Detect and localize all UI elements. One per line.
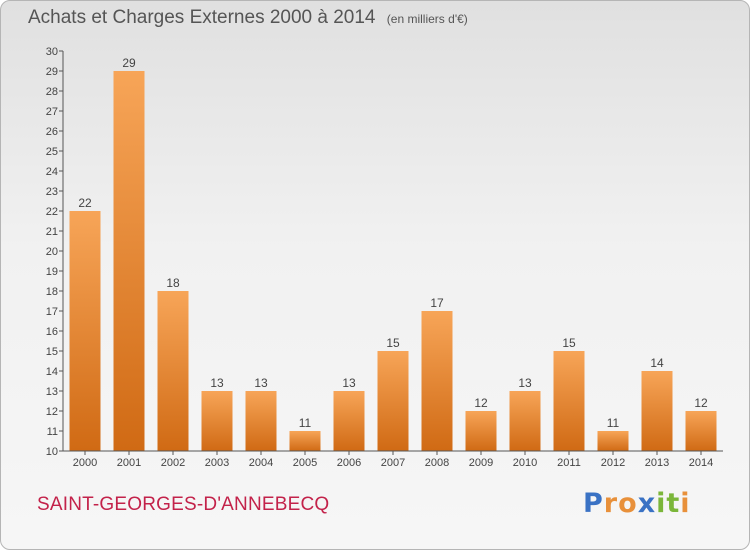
y-tick-label: 25 <box>46 146 58 158</box>
bar-value-label: 18 <box>166 276 180 290</box>
y-tick-label: 16 <box>46 326 58 338</box>
x-tick-label: 2009 <box>469 457 493 469</box>
logo-letter: x <box>637 488 657 519</box>
bar-value-label: 13 <box>210 376 224 390</box>
bar-value-label: 12 <box>474 396 488 410</box>
logo-letter: r <box>603 488 619 519</box>
bar-value-label: 15 <box>386 336 400 350</box>
bar-value-label: 17 <box>430 296 444 310</box>
bar-value-label: 22 <box>78 196 92 210</box>
bar-value-label: 13 <box>254 376 268 390</box>
y-tick-label: 12 <box>46 406 58 418</box>
bar-2003 <box>201 391 233 451</box>
bar-value-label: 11 <box>299 416 312 430</box>
commune-name: SAINT-GEORGES-D'ANNEBECQ <box>37 494 330 515</box>
y-tick-label: 29 <box>46 66 58 78</box>
x-tick-label: 2001 <box>117 457 141 469</box>
x-tick-label: 2012 <box>601 457 625 469</box>
y-tick-label: 28 <box>46 86 58 98</box>
y-tick-label: 17 <box>46 306 58 318</box>
bar-2011 <box>553 351 585 451</box>
bar-2000 <box>69 211 101 451</box>
y-tick-label: 10 <box>46 446 58 458</box>
bar-value-label: 13 <box>342 376 356 390</box>
chart-title: Achats et Charges Externes 2000 à 2014 (… <box>28 7 468 29</box>
x-tick-label: 2007 <box>381 457 405 469</box>
y-tick-label: 27 <box>46 106 58 118</box>
y-tick-label: 14 <box>46 366 58 378</box>
bar-2010 <box>509 391 541 451</box>
y-tick-label: 22 <box>46 206 58 218</box>
x-tick-label: 2004 <box>249 457 273 469</box>
y-tick-label: 20 <box>46 246 58 258</box>
x-axis: 2000 2001 2002 2003 2004 2005 2006 2007 2008 2009… <box>63 450 723 469</box>
logo-letter: P <box>583 488 604 519</box>
logo-letter: t <box>666 488 681 519</box>
bar-2012 <box>597 431 629 451</box>
bar-2001 <box>113 71 145 451</box>
y-tick-label: 21 <box>46 226 58 238</box>
chart-title-text: Achats et Charges Externes 2000 à 2014 <box>28 7 376 28</box>
bar-value-label: 15 <box>562 336 576 350</box>
bar-2005 <box>289 431 321 451</box>
x-tick-label: 2000 <box>73 457 97 469</box>
bar-2013 <box>641 371 673 451</box>
y-tick-label: 30 <box>46 46 58 58</box>
x-tick-label: 2003 <box>205 457 229 469</box>
bar-value-label: 11 <box>607 416 620 430</box>
x-tick-label: 2013 <box>645 457 669 469</box>
x-tick-label: 2002 <box>161 457 185 469</box>
y-tick-label: 19 <box>46 266 58 278</box>
bar-2009 <box>465 411 497 451</box>
chart-unit: (en milliers d'€) <box>386 12 468 26</box>
x-tick-label: 2006 <box>337 457 361 469</box>
logo-letter: o <box>618 488 638 519</box>
y-axis: 10 11 12 13 14 15 16 17 18 19 20 21 22 23 24 25 26 27 28 29… <box>46 46 64 458</box>
y-tick-label: 18 <box>46 286 58 298</box>
y-tick-label: 24 <box>46 166 58 178</box>
bar-2004 <box>245 391 277 451</box>
bar-2007 <box>377 351 409 451</box>
bar-2006 <box>333 391 365 451</box>
y-tick-label: 26 <box>46 126 58 138</box>
bar-2014 <box>685 411 717 451</box>
bar-value-label: 13 <box>518 376 532 390</box>
proxiti-logo[interactable]: Proxiti <box>583 488 691 519</box>
bar-2002 <box>157 291 189 451</box>
logo-letter: i <box>656 488 667 519</box>
x-tick-label: 2008 <box>425 457 449 469</box>
bar-value-label: 14 <box>650 356 664 370</box>
x-tick-label: 2014 <box>689 457 713 469</box>
y-tick-label: 15 <box>46 346 58 358</box>
x-tick-label: 2011 <box>557 457 581 469</box>
x-tick-label: 2005 <box>293 457 317 469</box>
y-tick-label: 13 <box>46 386 58 398</box>
bar-value-label: 29 <box>122 56 136 70</box>
y-tick-label: 11 <box>47 426 58 438</box>
x-tick-label: 2010 <box>513 457 537 469</box>
bar-value-label: 12 <box>694 396 708 410</box>
logo-letter: i <box>680 488 691 519</box>
y-tick-label: 23 <box>46 186 58 198</box>
bar-2008 <box>421 311 453 451</box>
bars: 22 29 18 13 13 11 13 15 17 12 13 15 11 14 12 <box>69 56 717 451</box>
